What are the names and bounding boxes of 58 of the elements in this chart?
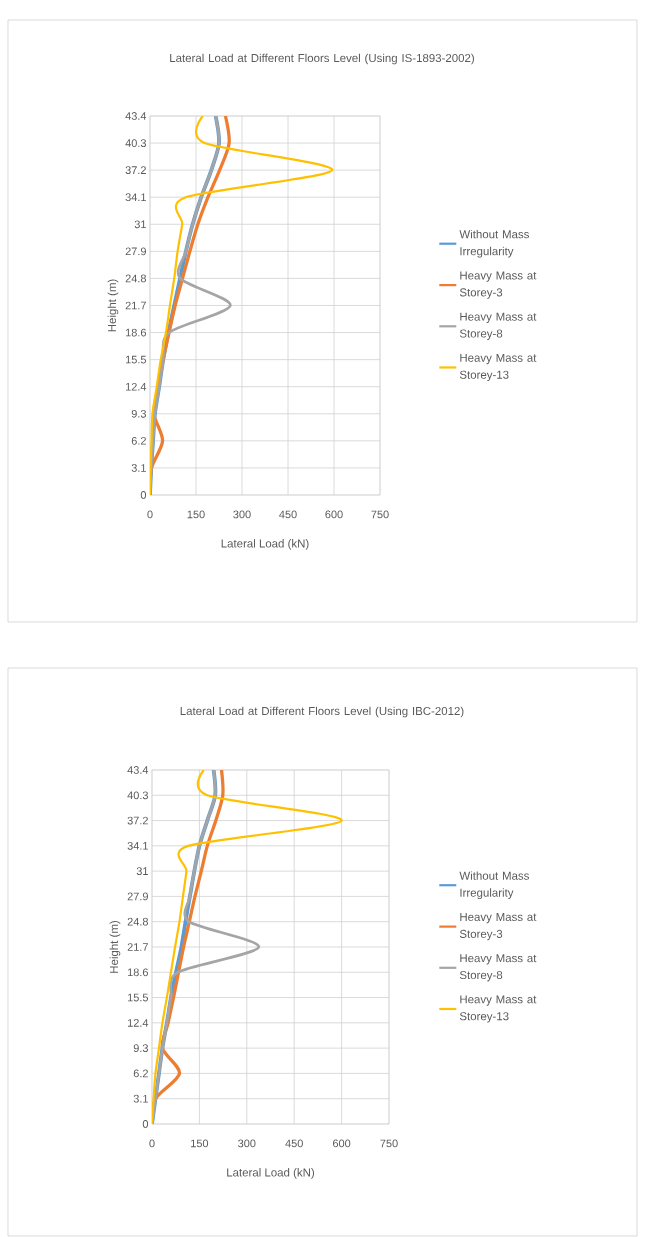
- y-tick-label: 0: [140, 491, 147, 499]
- y-tick-label: 37.2: [127, 816, 148, 825]
- chart-title: Lateral Load at Different Floors Level (Using IS-1893-2002): [170, 53, 474, 65]
- legend-label: Heavy Mass at Storey-13: [459, 995, 537, 1023]
- legend-label: Without Mass Irregularity: [459, 871, 529, 900]
- legend-label: Heavy Mass at Storey-3: [459, 271, 537, 299]
- x-tick-label: 150: [187, 510, 205, 519]
- y-tick-label: 27.9: [125, 247, 146, 256]
- x-tick-label: 300: [238, 1139, 256, 1148]
- y-tick-label: 15.5: [125, 355, 147, 364]
- y-tick-label: 18.6: [127, 968, 148, 977]
- x-tick-label: 300: [233, 510, 251, 519]
- y-tick-label: 43.4: [125, 112, 147, 120]
- y-tick-label: 40.3: [127, 791, 148, 800]
- y-tick-label: 34.1: [127, 841, 148, 850]
- x-tick-label: 750: [371, 510, 389, 519]
- x-tick-label: 750: [380, 1139, 398, 1148]
- y-tick-label: 31: [134, 220, 146, 229]
- y-tick-label: 9.3: [131, 409, 146, 418]
- x-axis-title: Lateral Load (kN): [227, 1168, 315, 1179]
- x-tick-label: 450: [285, 1139, 303, 1148]
- y-tick-label: 34.1: [125, 193, 146, 202]
- x-tick-label: 150: [191, 1139, 209, 1148]
- y-tick-label: 31: [136, 867, 148, 876]
- legend-label: Heavy Mass at Storey-13: [459, 353, 537, 382]
- y-tick-label: 12.4: [127, 1019, 149, 1027]
- chart-title: Lateral Load at Different Floors Level (Using IBC-2012): [180, 706, 464, 718]
- x-tick-label: 600: [333, 1139, 351, 1148]
- legend-label: Heavy Mass at Storey-8: [459, 312, 537, 340]
- line-series: [152, 769, 343, 1124]
- y-tick-label: 15.5: [127, 993, 149, 1002]
- y-tick-label: 6.2: [131, 436, 146, 445]
- y-tick-label: 3.1: [133, 1094, 148, 1103]
- x-tick-label: 450: [279, 510, 297, 519]
- y-tick-label: 37.2: [125, 166, 146, 175]
- y-tick-label: 21.7: [127, 943, 148, 951]
- y-axis-title: Height (m): [107, 279, 119, 332]
- legend-label: Heavy Mass at Storey-8: [459, 954, 537, 982]
- x-axis-title: Lateral Load (kN): [221, 539, 309, 550]
- x-tick-label: 0: [149, 1139, 155, 1148]
- y-axis-title: Height (m): [109, 920, 121, 973]
- y-tick-label: 6.2: [133, 1069, 148, 1078]
- x-tick-label: 600: [325, 510, 343, 519]
- legend-label: Heavy Mass at Storey-3: [459, 913, 537, 941]
- y-tick-label: 27.9: [127, 892, 148, 901]
- y-tick-label: 40.3: [125, 139, 146, 147]
- y-tick-label: 43.4: [127, 766, 149, 774]
- y-tick-label: 12.4: [125, 382, 147, 391]
- legend-label: Without Mass Irregularity: [459, 229, 529, 258]
- y-tick-label: 24.8: [125, 274, 146, 283]
- y-tick-label: 3.1: [131, 464, 146, 472]
- y-tick-label: 9.3: [133, 1044, 148, 1053]
- y-tick-label: 24.8: [127, 917, 148, 926]
- line-series: [150, 115, 334, 495]
- line-series: [152, 769, 261, 1124]
- y-tick-label: 21.7: [125, 301, 146, 310]
- y-tick-label: 18.6: [125, 328, 146, 337]
- y-tick-label: 0: [142, 1120, 149, 1128]
